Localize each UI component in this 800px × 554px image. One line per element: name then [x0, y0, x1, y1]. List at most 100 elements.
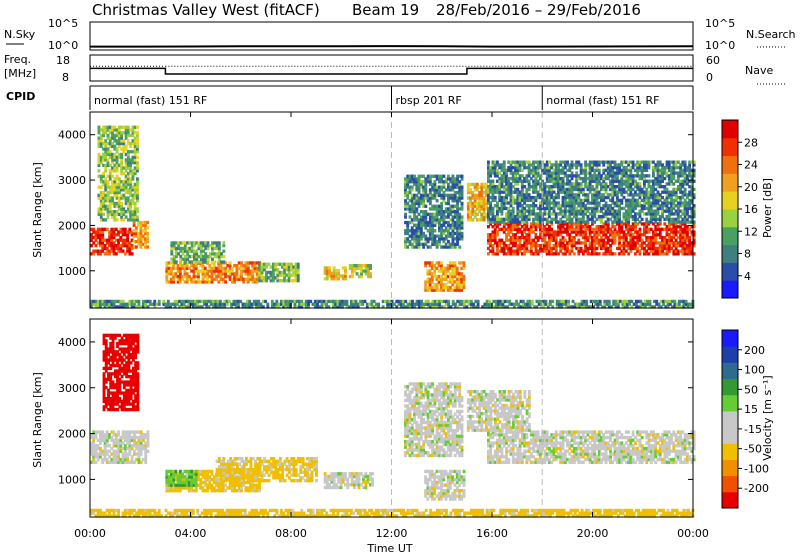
noise-ytick-right-bottom: 10^0 [705, 39, 735, 52]
power-colorbar-tick-1: 8 [744, 248, 751, 261]
power-colorbar-tick-6: 28 [744, 136, 758, 149]
velocity-colorbar-swatch-3 [722, 443, 738, 460]
cpid-segment-label-0: normal (fast) 151 RF [94, 94, 207, 107]
power-colorbar-swatch-7 [722, 155, 738, 174]
velocity-ytick-label-2: 3000 [58, 382, 86, 395]
power-echo-region-4 [170, 241, 226, 264]
velocity-colorbar-swatch-1 [722, 475, 738, 493]
power-colorbar-tick-5: 24 [744, 159, 758, 172]
noise-panel: N.Sky 10^5 10^0 10^5 10^0 N.Search [4, 17, 796, 52]
power-echo-region-0 [90, 227, 134, 256]
power-echo-region-5 [258, 262, 300, 283]
velocity-colorbar-swatch-5 [722, 410, 738, 428]
freq-ytick-bottom: 8 [62, 71, 69, 84]
power-colorbar-tick-0: 4 [744, 270, 751, 283]
power-echo-region-10 [466, 182, 488, 222]
velocity-colorbar-swatch-7 [722, 378, 738, 396]
power-colorbar-swatch-5 [722, 191, 738, 210]
velocity-echo-region-3 [165, 469, 198, 487]
velocity-ylabel: Slant Range [km] [31, 372, 44, 468]
xtick-label-2: 08:00 [275, 527, 307, 540]
velocity-colorbar-swatch-10 [722, 330, 738, 347]
velocity-echo-region-10 [90, 508, 695, 518]
power-colorbar-swatch-4 [722, 209, 738, 228]
xtick-label-3: 12:00 [376, 527, 408, 540]
power-echo-region-11 [487, 222, 696, 256]
power-colorbar-tick-2: 12 [744, 225, 758, 238]
power-ytick-label-3: 4000 [58, 129, 86, 142]
velocity-colorbar-tick-7: 200 [744, 344, 765, 357]
velocity-colorbar-tick-0: -200 [744, 482, 769, 495]
cpid-segment-label-2: normal (fast) 151 RF [546, 94, 659, 107]
power-colorbar-swatch-8 [722, 137, 738, 157]
velocity-colorbar-tick-2: -50 [744, 443, 762, 456]
velocity-colorbar-tick-3: -15 [744, 423, 762, 436]
noise-ytick-right-top: 10^5 [705, 17, 735, 30]
power-colorbar-swatch-9 [722, 120, 738, 139]
velocity-echo-region-4 [215, 457, 318, 483]
xtick-label-5: 20:00 [577, 527, 609, 540]
power-ylabel: Slant Range [km] [31, 162, 44, 258]
cpid-label: CPID [6, 90, 35, 103]
velocity-echo-region-8 [487, 430, 696, 464]
power-colorbar-label: Power [dB] [761, 178, 774, 238]
velocity-colorbar-tick-1: -100 [744, 462, 769, 475]
power-ytick-label-0: 1000 [58, 265, 86, 278]
power-echo-region-6 [323, 266, 347, 281]
power-ytick-label-1: 2000 [58, 219, 86, 232]
xtick-label-1: 04:00 [175, 527, 207, 540]
power-echo-region-3 [165, 261, 261, 284]
power-echo-region-13 [90, 299, 695, 309]
velocity-colorbar-tick-6: 100 [744, 364, 765, 377]
nsky-label: N.Sky [4, 28, 36, 41]
date-range: 28/Feb/2016 – 29/Feb/2016 [436, 1, 641, 19]
velocity-echo-region-7 [404, 382, 464, 458]
power-colorbar-tick-4: 20 [744, 181, 758, 194]
power-echo-region-1 [132, 220, 150, 249]
velocity-colorbar-swatch-2 [722, 459, 738, 477]
velocity-echo-region-6 [424, 469, 466, 501]
velocity-echo-region-9 [466, 390, 531, 432]
xtick-label-4: 16:00 [476, 527, 508, 540]
velocity-echo-region-1 [102, 333, 140, 412]
power-ytick-label-2: 3000 [58, 174, 86, 187]
nave-ytick-top: 60 [706, 54, 720, 67]
power-colorbar-swatch-1 [722, 262, 738, 281]
xaxis-label: Time UT [366, 542, 412, 554]
xtick-label-6: 00:00 [677, 527, 709, 540]
power-colorbar-swatch-6 [722, 173, 738, 192]
freq-label: Freq. [4, 53, 31, 66]
cpid-row: CPID normal (fast) 151 RF rbsp 201 RF norm… [6, 85, 694, 110]
velocity-echo-region-0 [90, 430, 150, 464]
freq-unit-label: [MHz] [4, 67, 36, 80]
power-colorbar-swatch-3 [722, 226, 738, 246]
velocity-colorbar-tick-5: 50 [744, 383, 758, 396]
nsearch-label: N.Search [746, 28, 796, 41]
cpid-segment-label-1: rbsp 201 RF [396, 94, 462, 107]
power-echo-region-2 [97, 125, 139, 222]
power-echo-region-7 [348, 264, 372, 279]
velocity-colorbar-swatch-0 [722, 491, 738, 509]
power-colorbar-tick-3: 16 [744, 203, 758, 216]
power-echo-region-12 [487, 160, 696, 224]
velocity-colorbar-swatch-8 [722, 362, 738, 380]
noise-ytick-left-top: 10^5 [48, 17, 78, 30]
power-colorbar-swatch-0 [722, 280, 738, 299]
frequency-panel: Freq. [MHz] 18 8 60 0 Nave [4, 53, 786, 85]
frequency-trace [90, 67, 693, 75]
power-echo-region-8 [424, 261, 466, 292]
velocity-ytick-label-0: 1000 [58, 473, 86, 486]
velocity-colorbar-swatch-4 [722, 427, 738, 444]
velocity-ytick-label-3: 4000 [58, 336, 86, 349]
beam-label: Beam 19 [352, 1, 419, 19]
velocity-colorbar-swatch-6 [722, 394, 738, 412]
velocity-colorbar-label: Velocity [m s⁻¹] [761, 375, 774, 460]
noise-ytick-left-bottom: 10^0 [48, 39, 78, 52]
velocity-ytick-label-1: 2000 [58, 428, 86, 441]
velocity-panel: Slant Range [km] 1000 2000 3000 4000 00:00 0… [31, 112, 774, 554]
xtick-label-0: 00:00 [74, 527, 106, 540]
nave-label: Nave [745, 64, 773, 77]
nsky-trace [90, 45, 694, 48]
station-title: Christmas Valley West (fitACF) [92, 1, 320, 19]
